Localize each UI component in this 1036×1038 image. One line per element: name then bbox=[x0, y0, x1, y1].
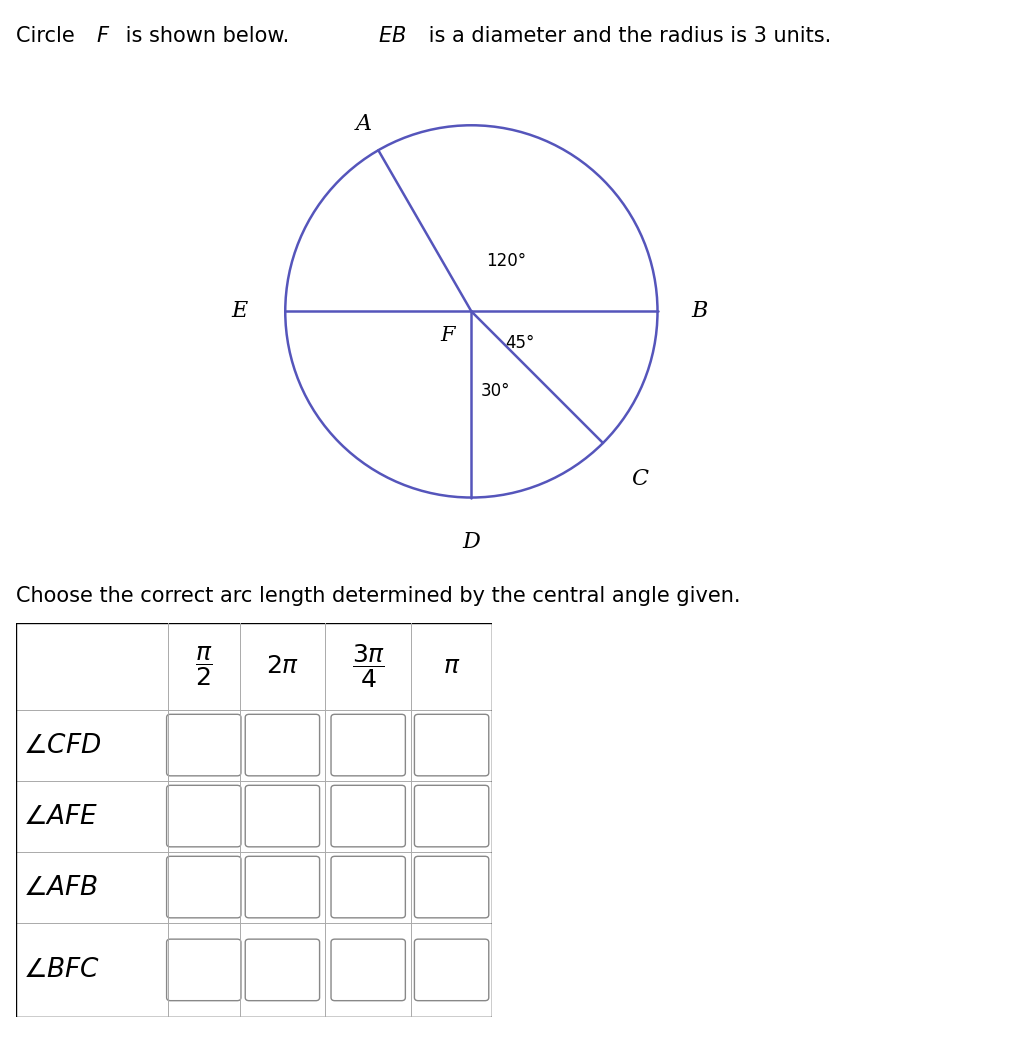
Text: Choose the correct arc length determined by the central angle given.: Choose the correct arc length determined… bbox=[16, 586, 740, 606]
FancyBboxPatch shape bbox=[246, 939, 319, 1001]
Text: $F$: $F$ bbox=[96, 26, 111, 46]
Text: C: C bbox=[632, 468, 649, 490]
Text: $2\pi$: $2\pi$ bbox=[266, 654, 299, 678]
Text: is a diameter and the radius is 3 units.: is a diameter and the radius is 3 units. bbox=[422, 26, 831, 46]
Text: 45°: 45° bbox=[505, 334, 535, 352]
Text: Circle: Circle bbox=[16, 26, 87, 46]
FancyBboxPatch shape bbox=[167, 714, 241, 775]
FancyBboxPatch shape bbox=[332, 939, 405, 1001]
FancyBboxPatch shape bbox=[167, 939, 241, 1001]
FancyBboxPatch shape bbox=[246, 856, 319, 918]
Text: $\dfrac{3\pi}{4}$: $\dfrac{3\pi}{4}$ bbox=[351, 643, 384, 690]
Text: $EB$: $EB$ bbox=[378, 26, 406, 46]
FancyBboxPatch shape bbox=[332, 786, 405, 847]
Text: is shown below.: is shown below. bbox=[119, 26, 310, 46]
Text: $\dfrac{\pi}{2}$: $\dfrac{\pi}{2}$ bbox=[195, 645, 212, 688]
FancyBboxPatch shape bbox=[246, 786, 319, 847]
Text: F: F bbox=[440, 326, 455, 346]
FancyBboxPatch shape bbox=[332, 714, 405, 775]
Text: B: B bbox=[691, 300, 708, 323]
FancyBboxPatch shape bbox=[167, 856, 241, 918]
Text: E: E bbox=[232, 300, 248, 323]
Text: $\angle AFE$: $\angle AFE$ bbox=[23, 803, 98, 828]
Text: A: A bbox=[355, 113, 372, 135]
Text: $\pi$: $\pi$ bbox=[443, 654, 460, 678]
Text: $\angle BFC$: $\angle BFC$ bbox=[23, 957, 99, 982]
Text: 30°: 30° bbox=[481, 382, 510, 400]
FancyBboxPatch shape bbox=[332, 856, 405, 918]
Text: D: D bbox=[462, 531, 481, 553]
FancyBboxPatch shape bbox=[414, 939, 489, 1001]
FancyBboxPatch shape bbox=[414, 786, 489, 847]
Text: $\angle CFD$: $\angle CFD$ bbox=[23, 733, 100, 758]
Text: $\angle AFB$: $\angle AFB$ bbox=[23, 875, 98, 900]
Text: 120°: 120° bbox=[486, 252, 526, 271]
FancyBboxPatch shape bbox=[414, 714, 489, 775]
FancyBboxPatch shape bbox=[167, 786, 241, 847]
FancyBboxPatch shape bbox=[246, 714, 319, 775]
FancyBboxPatch shape bbox=[414, 856, 489, 918]
